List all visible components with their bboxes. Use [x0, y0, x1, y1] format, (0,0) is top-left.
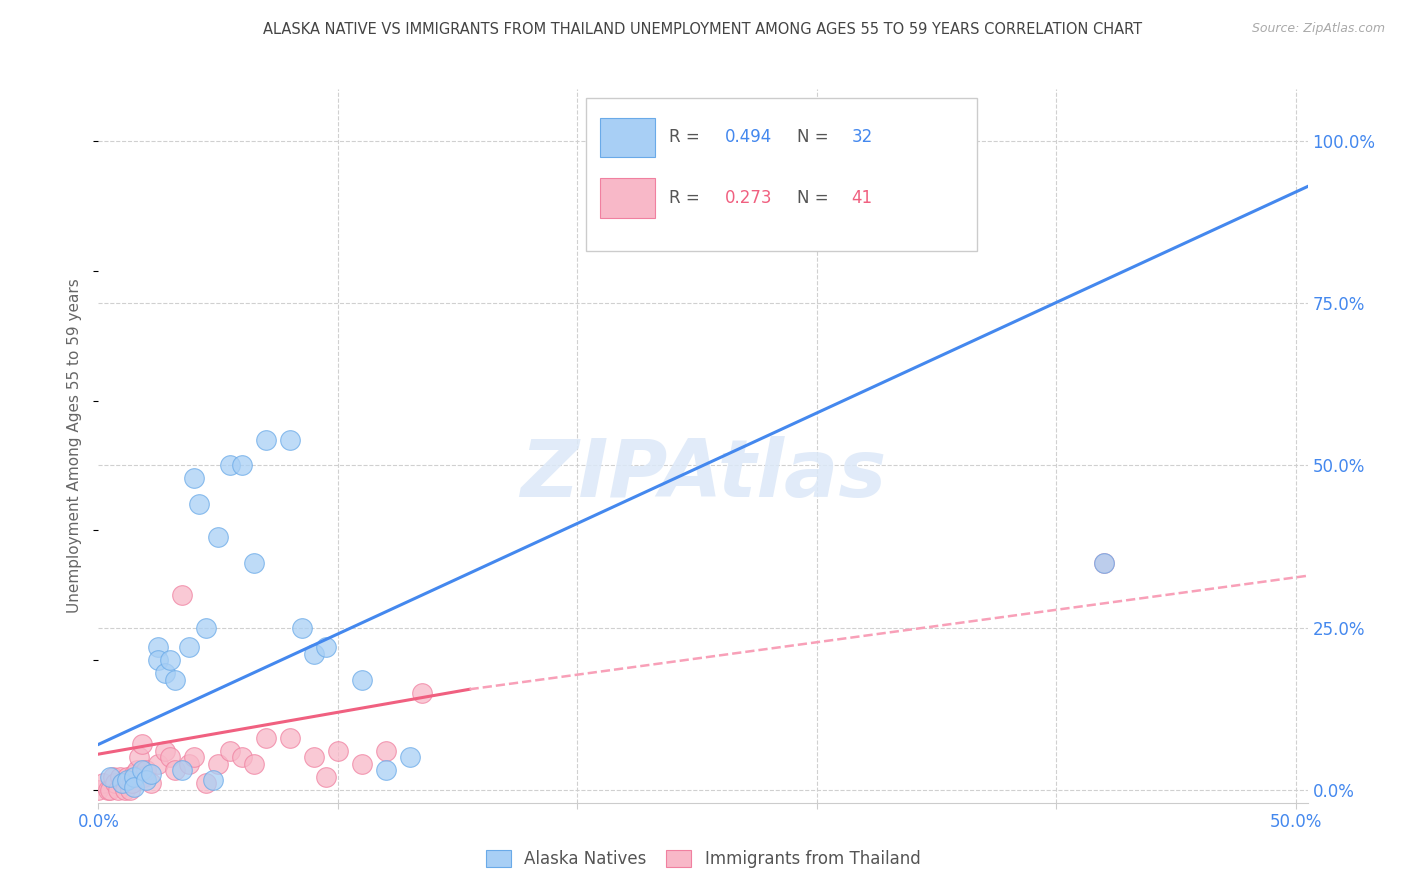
- Text: N =: N =: [797, 189, 834, 207]
- Point: [91, 776, 114, 790]
- Point: [350, 673, 373, 687]
- Point: [219, 744, 242, 758]
- Point: [87, 782, 110, 797]
- Point: [183, 750, 205, 764]
- Point: [179, 756, 201, 771]
- Point: [118, 782, 141, 797]
- Point: [139, 776, 162, 790]
- Point: [411, 685, 433, 699]
- Point: [163, 764, 186, 778]
- Point: [219, 458, 242, 473]
- Legend: Alaska Natives, Immigrants from Thailand: Alaska Natives, Immigrants from Thailand: [479, 843, 927, 875]
- Point: [172, 588, 194, 602]
- Point: [302, 647, 325, 661]
- Point: [326, 744, 349, 758]
- Text: R =: R =: [669, 189, 706, 207]
- Point: [278, 433, 301, 447]
- Point: [132, 770, 155, 784]
- Point: [148, 640, 170, 654]
- FancyBboxPatch shape: [586, 98, 977, 252]
- Point: [100, 770, 122, 784]
- Point: [111, 776, 134, 790]
- Point: [111, 776, 134, 790]
- Point: [97, 782, 120, 797]
- Text: 0.273: 0.273: [724, 189, 772, 207]
- Point: [159, 653, 181, 667]
- Point: [183, 471, 205, 485]
- Point: [131, 738, 153, 752]
- Point: [159, 750, 181, 764]
- Text: ALASKA NATIVE VS IMMIGRANTS FROM THAILAND UNEMPLOYMENT AMONG AGES 55 TO 59 YEARS: ALASKA NATIVE VS IMMIGRANTS FROM THAILAN…: [263, 22, 1143, 37]
- Point: [124, 780, 146, 794]
- Point: [139, 766, 162, 780]
- Point: [179, 640, 201, 654]
- Point: [107, 782, 129, 797]
- Point: [291, 621, 314, 635]
- Y-axis label: Unemployment Among Ages 55 to 59 years: Unemployment Among Ages 55 to 59 years: [67, 278, 83, 614]
- Point: [125, 764, 148, 778]
- Text: ZIPAtlas: ZIPAtlas: [520, 435, 886, 514]
- Point: [231, 458, 253, 473]
- Point: [1092, 556, 1115, 570]
- Point: [202, 773, 225, 788]
- Point: [1092, 556, 1115, 570]
- Point: [207, 530, 229, 544]
- Point: [148, 653, 170, 667]
- Text: Source: ZipAtlas.com: Source: ZipAtlas.com: [1251, 22, 1385, 36]
- Point: [254, 433, 277, 447]
- Point: [135, 764, 157, 778]
- Point: [114, 782, 136, 797]
- Point: [124, 766, 146, 780]
- Point: [195, 621, 218, 635]
- Point: [115, 773, 138, 788]
- Point: [155, 744, 177, 758]
- FancyBboxPatch shape: [600, 118, 655, 157]
- Text: N =: N =: [797, 128, 834, 146]
- Text: 0.494: 0.494: [724, 128, 772, 146]
- Point: [104, 776, 127, 790]
- Point: [398, 750, 420, 764]
- Point: [163, 673, 186, 687]
- Point: [350, 756, 373, 771]
- Point: [101, 770, 124, 784]
- Point: [374, 764, 396, 778]
- Point: [207, 756, 229, 771]
- Point: [195, 776, 218, 790]
- Point: [148, 756, 170, 771]
- Point: [315, 770, 337, 784]
- Point: [115, 770, 138, 784]
- Point: [121, 776, 143, 790]
- FancyBboxPatch shape: [600, 178, 655, 218]
- Point: [135, 773, 157, 788]
- Text: 32: 32: [852, 128, 873, 146]
- Point: [315, 640, 337, 654]
- Point: [124, 770, 146, 784]
- Point: [188, 497, 211, 511]
- Point: [131, 764, 153, 778]
- Point: [278, 731, 301, 745]
- Point: [254, 731, 277, 745]
- Point: [302, 750, 325, 764]
- Point: [231, 750, 253, 764]
- Point: [100, 782, 122, 797]
- Point: [374, 744, 396, 758]
- Text: 41: 41: [852, 189, 873, 207]
- Point: [243, 756, 266, 771]
- Point: [128, 750, 150, 764]
- Point: [172, 764, 194, 778]
- Text: R =: R =: [669, 128, 706, 146]
- Point: [108, 770, 131, 784]
- Point: [243, 556, 266, 570]
- Point: [155, 666, 177, 681]
